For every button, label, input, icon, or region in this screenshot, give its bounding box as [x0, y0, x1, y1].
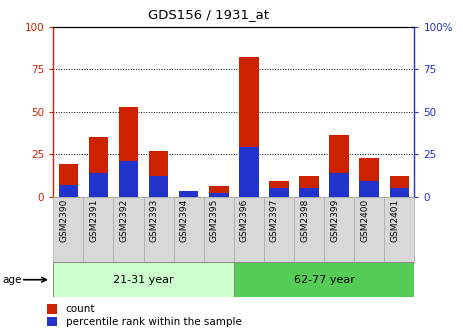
Bar: [264, 197, 294, 262]
Bar: [389, 188, 409, 197]
Bar: [299, 176, 319, 197]
Text: GSM2399: GSM2399: [330, 199, 339, 242]
Bar: [239, 57, 259, 197]
Bar: [209, 186, 229, 197]
Bar: [234, 262, 414, 297]
Bar: [53, 197, 83, 262]
Text: GSM2401: GSM2401: [390, 199, 399, 242]
Text: GSM2391: GSM2391: [89, 199, 99, 242]
Bar: [299, 188, 319, 197]
Text: GSM2396: GSM2396: [240, 199, 249, 242]
Bar: [144, 197, 174, 262]
Bar: [179, 192, 199, 197]
Bar: [269, 181, 289, 197]
Text: GSM2397: GSM2397: [270, 199, 279, 242]
Bar: [294, 197, 324, 262]
Legend: count, percentile rank within the sample: count, percentile rank within the sample: [47, 304, 242, 327]
Bar: [359, 181, 379, 197]
Bar: [83, 197, 113, 262]
Bar: [384, 197, 414, 262]
Text: GSM2398: GSM2398: [300, 199, 309, 242]
Bar: [354, 197, 384, 262]
Text: GSM2400: GSM2400: [360, 199, 369, 242]
Text: age: age: [2, 275, 22, 285]
Text: GSM2390: GSM2390: [59, 199, 69, 242]
Text: GSM2395: GSM2395: [210, 199, 219, 242]
Text: 62-77 year: 62-77 year: [294, 275, 355, 285]
Bar: [119, 107, 138, 197]
Bar: [329, 135, 349, 197]
Text: GSM2393: GSM2393: [150, 199, 158, 242]
Bar: [53, 262, 234, 297]
Bar: [389, 176, 409, 197]
Bar: [88, 173, 108, 197]
Bar: [324, 197, 354, 262]
Bar: [88, 137, 108, 197]
Bar: [239, 148, 259, 197]
Bar: [113, 197, 144, 262]
Bar: [359, 158, 379, 197]
Bar: [269, 188, 289, 197]
Bar: [329, 173, 349, 197]
Text: GSM2394: GSM2394: [180, 199, 189, 242]
Text: GSM2392: GSM2392: [119, 199, 129, 242]
Bar: [58, 185, 78, 197]
Bar: [204, 197, 234, 262]
Bar: [119, 161, 138, 197]
Bar: [209, 193, 229, 197]
Text: 21-31 year: 21-31 year: [113, 275, 174, 285]
Bar: [149, 176, 169, 197]
Text: GDS156 / 1931_at: GDS156 / 1931_at: [148, 8, 269, 22]
Bar: [234, 197, 264, 262]
Bar: [149, 151, 169, 197]
Bar: [179, 193, 199, 197]
Bar: [174, 197, 204, 262]
Bar: [58, 164, 78, 197]
